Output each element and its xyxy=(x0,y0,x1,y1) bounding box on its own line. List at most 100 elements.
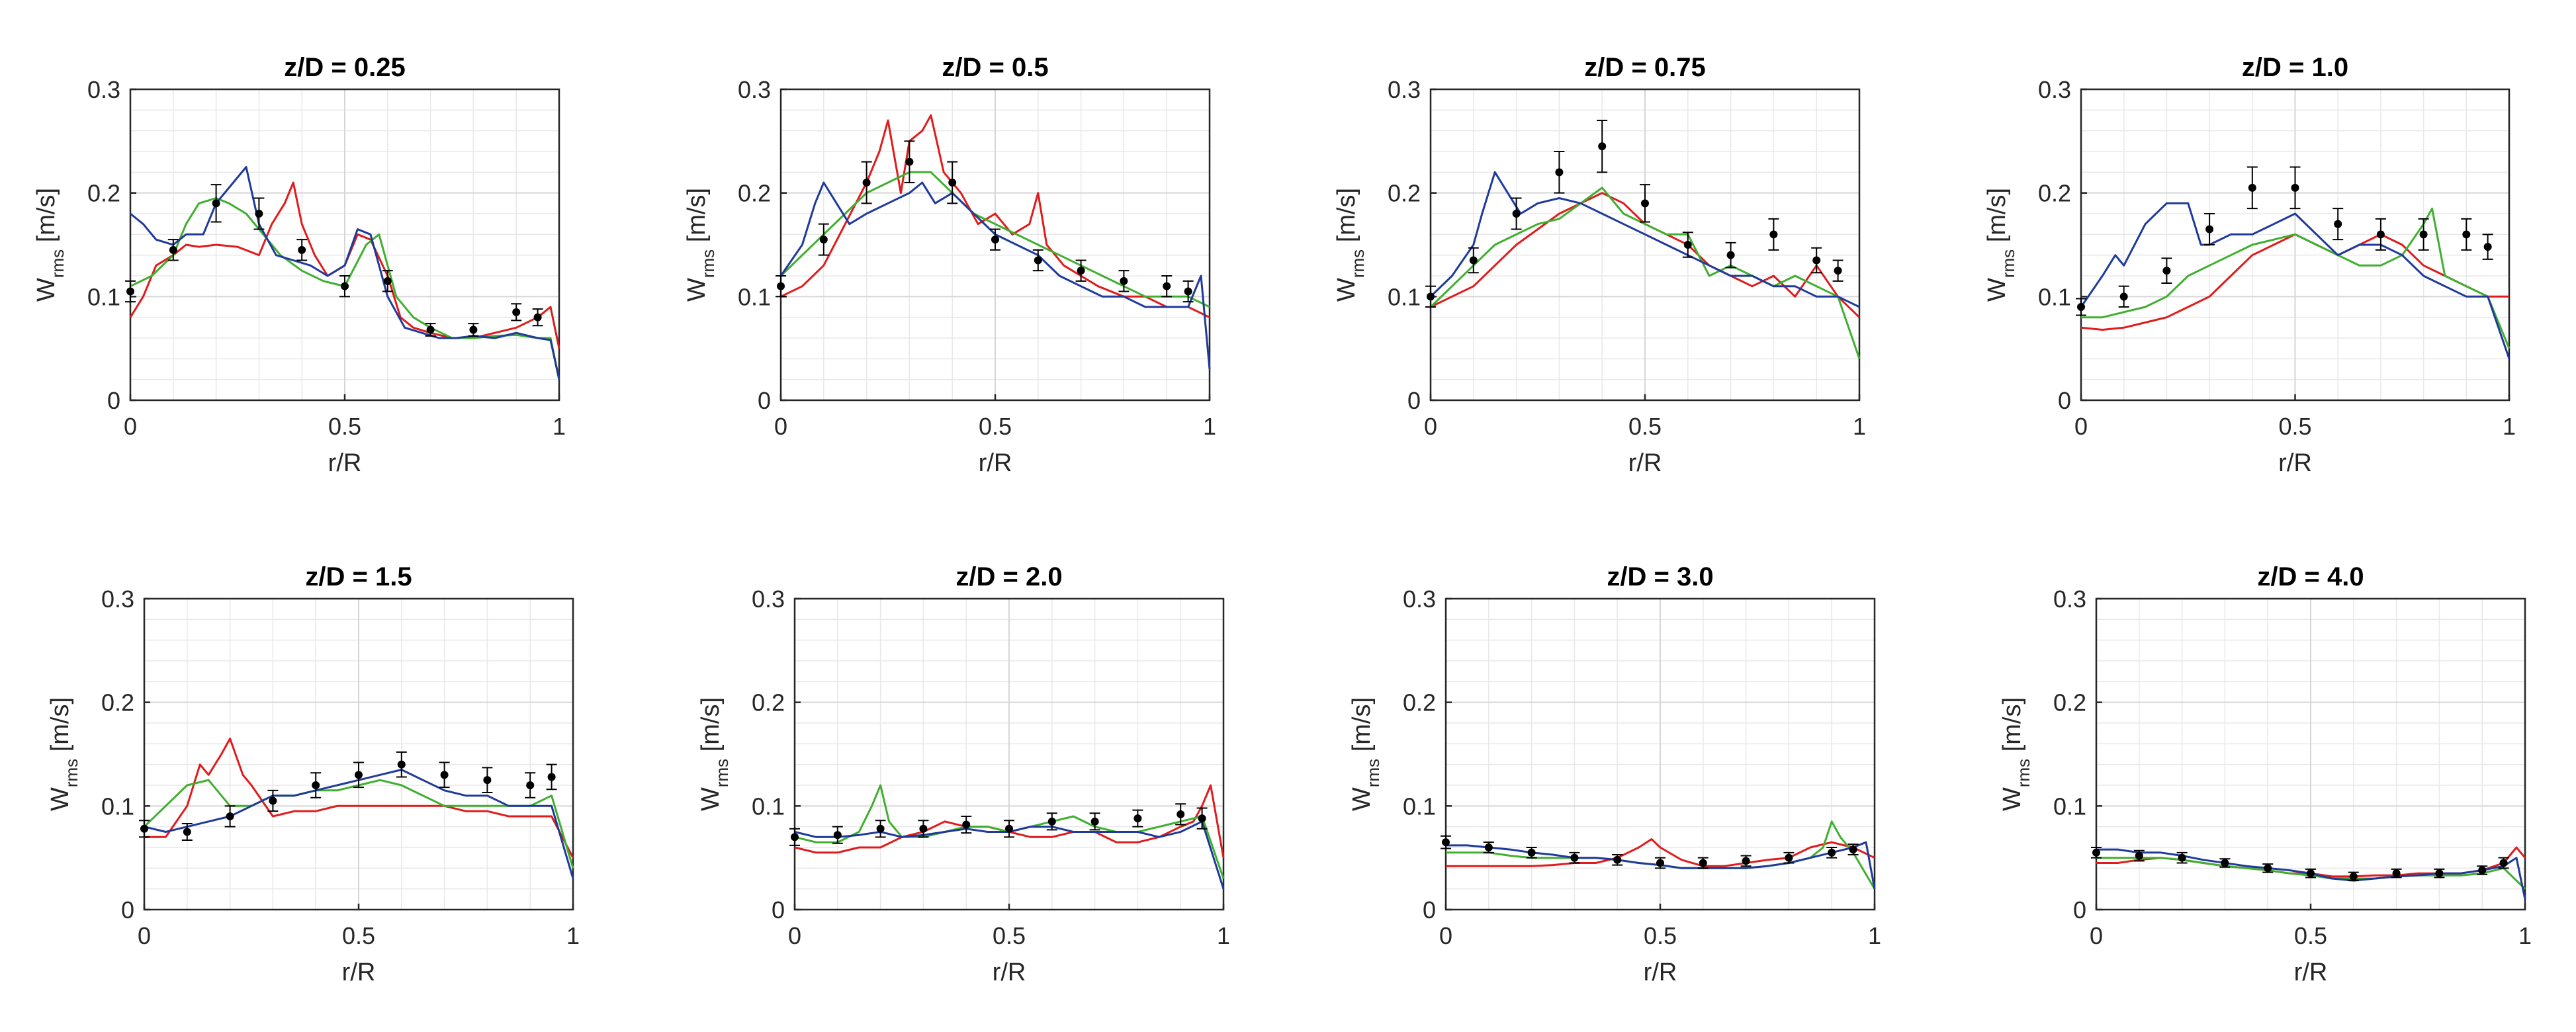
experiment-point xyxy=(526,781,535,789)
y-label-unit: [m/s] xyxy=(1333,188,1360,249)
series-line-blue xyxy=(1446,841,1876,889)
y-tick-label: 0 xyxy=(772,896,785,924)
x-axis-label: r/R xyxy=(1644,959,1677,986)
x-tick-label: 0.5 xyxy=(2294,922,2327,949)
y-axis-label: Wrms [m/s] xyxy=(683,188,718,302)
y-label-unit: [m/s] xyxy=(683,188,711,249)
y-tick-label: 0.2 xyxy=(2053,689,2086,716)
y-tick-label: 0.2 xyxy=(87,180,120,207)
y-tick-label: 0.1 xyxy=(87,283,120,310)
x-tick-label: 1 xyxy=(566,922,580,949)
y-label-unit: [m/s] xyxy=(1983,188,2011,249)
series-line-green xyxy=(794,784,1225,879)
experiment-point xyxy=(1442,838,1450,847)
y-label-subscript: rms xyxy=(48,249,67,278)
experiment-point xyxy=(1512,210,1521,218)
series-line-red xyxy=(780,114,1210,319)
y-tick-label: 0 xyxy=(758,387,771,414)
experiment-point xyxy=(2077,303,2085,311)
y-tick-label: 0 xyxy=(1407,387,1421,414)
experiment-point xyxy=(1613,855,1622,864)
experiment-point xyxy=(1527,848,1536,857)
y-label-subscript: rms xyxy=(1363,759,1383,787)
x-tick-label: 1 xyxy=(1868,922,1881,949)
subplot-title: z/D = 2.0 xyxy=(955,562,1062,591)
experiment-point xyxy=(2376,230,2385,239)
series-line-blue xyxy=(130,166,560,380)
experiment-point xyxy=(948,179,957,187)
experiment-point xyxy=(1726,251,1735,259)
experiment-point xyxy=(140,824,148,833)
x-axis-label: r/R xyxy=(328,449,362,477)
experiment-point xyxy=(2162,267,2171,275)
series-line-green xyxy=(2081,207,2510,349)
y-axis-label: Wrms [m/s] xyxy=(1348,697,1383,811)
series-line-blue xyxy=(2080,202,2510,359)
y-tick-label: 0 xyxy=(107,387,120,414)
y-label-main: W xyxy=(1998,787,2026,811)
y-label-main: W xyxy=(697,787,725,811)
experiment-point xyxy=(383,277,392,285)
x-tick-label: 1 xyxy=(1853,413,1866,440)
experiment-point xyxy=(962,820,971,829)
experiment-point xyxy=(791,833,799,841)
y-label-unit: [m/s] xyxy=(1348,697,1376,759)
y-label-subscript: rms xyxy=(1998,249,2018,278)
series-line-green xyxy=(779,171,1210,308)
experiment-point xyxy=(1469,256,1478,265)
x-axis-label: r/R xyxy=(993,959,1026,986)
y-label-main: W xyxy=(1348,787,1376,811)
subplot-2: 0 0.5 1 0 0.1 0.2 0.3 z/D = 0.5 r/R Wrms [m/s] xyxy=(683,53,1216,477)
experiment-point xyxy=(1034,256,1042,265)
experiment-point xyxy=(1427,292,1435,301)
y-label-subscript: rms xyxy=(1348,249,1368,278)
subplot-7: 0 0.5 1 0 0.1 0.2 0.3 z/D = 3.0 r/R Wrms [m/s] xyxy=(1348,562,1881,986)
series-line-blue xyxy=(1429,171,1860,308)
experiment-point xyxy=(2419,230,2428,239)
y-tick-label: 0.2 xyxy=(2038,180,2071,207)
y-tick-label: 0.2 xyxy=(752,689,785,716)
major-grid xyxy=(795,599,1223,910)
experiment-point xyxy=(1598,142,1607,151)
experiment-point xyxy=(2119,292,2128,301)
experiment-point xyxy=(2264,864,2272,873)
experiment-point xyxy=(1828,848,1836,857)
experiment-point xyxy=(298,245,306,254)
y-label-main: W xyxy=(1333,278,1360,302)
experiment-point xyxy=(2307,869,2315,878)
experiment-point xyxy=(1570,853,1579,862)
y-axis-label: Wrms [m/s] xyxy=(46,697,81,811)
x-tick-label: 1 xyxy=(553,413,566,440)
y-label-main: W xyxy=(32,278,60,302)
y-label-unit: [m/s] xyxy=(32,188,60,249)
subplot-title: z/D = 1.5 xyxy=(305,562,412,591)
y-label-subscript: rms xyxy=(698,249,718,278)
x-tick-label: 1 xyxy=(1203,413,1216,440)
experiment-point xyxy=(2334,220,2342,228)
subplot-title: z/D = 0.5 xyxy=(942,53,1048,82)
experiment-point xyxy=(2462,230,2471,239)
experiment-point xyxy=(1742,857,1750,865)
y-tick-label: 0 xyxy=(2058,387,2071,414)
experiment-point xyxy=(1555,168,1564,177)
experiment-point xyxy=(1785,853,1793,862)
y-tick-label: 0.2 xyxy=(101,689,134,716)
x-tick-label: 0 xyxy=(774,413,787,440)
subplot-title: z/D = 0.75 xyxy=(1584,53,1705,82)
experiment-point xyxy=(212,199,220,208)
x-tick-label: 0 xyxy=(788,922,801,949)
experiment-point xyxy=(1641,199,1649,208)
y-tick-label: 0 xyxy=(2073,896,2086,924)
y-tick-label: 0 xyxy=(121,896,134,924)
series-line-blue xyxy=(779,181,1211,370)
x-axis-label: r/R xyxy=(979,449,1012,477)
x-tick-label: 0 xyxy=(2090,922,2103,949)
experiment-point xyxy=(2221,859,2229,867)
x-axis-label: r/R xyxy=(2278,449,2312,477)
experiment-point xyxy=(426,325,435,334)
y-label-main: W xyxy=(1983,278,2011,302)
experiment-point xyxy=(876,824,885,833)
experiment-point xyxy=(1834,267,1842,275)
x-tick-label: 0.5 xyxy=(342,922,375,949)
x-tick-label: 1 xyxy=(2503,413,2516,440)
